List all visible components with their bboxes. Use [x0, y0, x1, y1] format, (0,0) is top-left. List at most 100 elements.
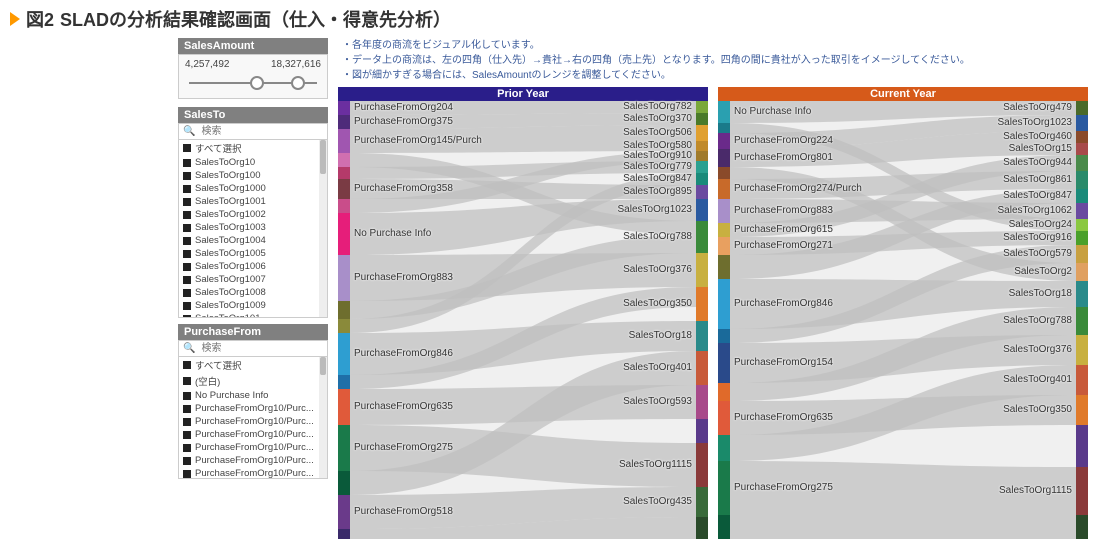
list-item[interactable]: SalesToOrg1008 — [179, 286, 327, 299]
checkbox-icon[interactable] — [183, 315, 191, 319]
sankey-node[interactable] — [1076, 365, 1088, 395]
slider-track[interactable] — [185, 76, 321, 90]
sankey-node[interactable] — [696, 199, 708, 221]
list-item[interactable]: SalesToOrg1002 — [179, 208, 327, 221]
checkbox-icon[interactable] — [183, 250, 191, 258]
sankey-node[interactable] — [718, 133, 730, 149]
sankey-node[interactable] — [1076, 395, 1088, 425]
sankey-node[interactable] — [1076, 155, 1088, 171]
sankey-node[interactable] — [696, 321, 708, 351]
sankey-node[interactable] — [1076, 335, 1088, 365]
list-item[interactable]: PurchaseFromOrg10/Purc... — [179, 467, 327, 479]
sankey-node[interactable] — [1076, 425, 1088, 467]
checkbox-icon[interactable] — [183, 431, 191, 439]
sankey-node[interactable] — [338, 129, 350, 153]
checkbox-icon[interactable] — [183, 470, 191, 478]
sankey-node[interactable] — [718, 461, 730, 515]
checkbox-icon[interactable] — [183, 444, 191, 452]
sankey-node[interactable] — [718, 199, 730, 223]
sankey-node[interactable] — [696, 221, 708, 253]
sankey-node[interactable] — [696, 113, 708, 125]
sankey-node[interactable] — [718, 237, 730, 255]
sankey-node[interactable] — [338, 101, 350, 115]
purchase-from-search[interactable]: 🔍 — [178, 340, 328, 357]
sales-to-search-input[interactable] — [199, 125, 323, 138]
sankey-node[interactable] — [338, 255, 350, 301]
sankey-node[interactable] — [338, 167, 350, 179]
sankey-node[interactable] — [718, 401, 730, 435]
sankey-node[interactable] — [1076, 115, 1088, 131]
sankey-node[interactable] — [718, 435, 730, 461]
sankey-node[interactable] — [696, 185, 708, 199]
sankey-node[interactable] — [718, 149, 730, 167]
checkbox-icon[interactable] — [183, 172, 191, 180]
sankey-node[interactable] — [1076, 189, 1088, 203]
sankey-node[interactable] — [338, 425, 350, 471]
sankey-node[interactable] — [696, 419, 708, 443]
purchase-from-search-input[interactable] — [199, 342, 323, 355]
sankey-node[interactable] — [338, 153, 350, 167]
sankey-node[interactable] — [718, 343, 730, 383]
list-item[interactable]: PurchaseFromOrg10/Purc... — [179, 428, 327, 441]
sankey-node[interactable] — [696, 487, 708, 517]
sankey-node[interactable] — [1076, 219, 1088, 231]
list-item[interactable]: SalesToOrg1005 — [179, 247, 327, 260]
checkbox-icon[interactable] — [183, 237, 191, 245]
sankey-node[interactable] — [1076, 263, 1088, 281]
sankey-node[interactable] — [1076, 467, 1088, 515]
list-item[interactable]: PurchaseFromOrg10/Purc... — [179, 454, 327, 467]
checkbox-icon[interactable] — [183, 418, 191, 426]
sankey-node[interactable] — [338, 199, 350, 213]
sankey-node[interactable] — [696, 173, 708, 185]
sankey-node[interactable] — [338, 471, 350, 495]
sankey-node[interactable] — [1076, 171, 1088, 189]
sankey-node[interactable] — [696, 351, 708, 385]
sankey-node[interactable] — [696, 125, 708, 141]
sankey-node[interactable] — [696, 141, 708, 151]
checkbox-icon[interactable] — [183, 276, 191, 284]
sankey-node[interactable] — [338, 529, 350, 539]
sankey-node[interactable] — [696, 517, 708, 539]
sankey-node[interactable] — [338, 375, 350, 389]
sankey-node[interactable] — [696, 101, 708, 113]
checkbox-icon[interactable] — [183, 198, 191, 206]
checkbox-icon[interactable] — [183, 302, 191, 310]
sankey-node[interactable] — [338, 213, 350, 255]
list-item[interactable]: PurchaseFromOrg10/Purc... — [179, 402, 327, 415]
sankey-node[interactable] — [1076, 307, 1088, 335]
sankey-node[interactable] — [338, 333, 350, 375]
list-item[interactable]: SalesToOrg10 — [179, 156, 327, 169]
checkbox-icon[interactable] — [183, 144, 191, 152]
checkbox-icon[interactable] — [183, 405, 191, 413]
sankey-node[interactable] — [1076, 131, 1088, 143]
checkbox-icon[interactable] — [183, 263, 191, 271]
slider-knob-lo[interactable] — [250, 76, 264, 90]
sankey-node[interactable] — [338, 319, 350, 333]
sankey-node[interactable] — [1076, 101, 1088, 115]
purchase-from-list[interactable]: すべて選択(空白)No Purchase InfoPurchaseFromOrg… — [178, 357, 328, 479]
list-item[interactable]: SalesToOrg1000 — [179, 182, 327, 195]
sankey-node[interactable] — [718, 329, 730, 343]
scrollbar[interactable] — [319, 140, 327, 317]
list-item[interactable]: SalesToOrg100 — [179, 169, 327, 182]
sankey-node[interactable] — [338, 115, 350, 129]
sankey-node[interactable] — [718, 383, 730, 401]
list-item[interactable]: SalesToOrg1006 — [179, 260, 327, 273]
checkbox-icon[interactable] — [183, 457, 191, 465]
sankey-node[interactable] — [338, 389, 350, 425]
sankey-node[interactable] — [718, 255, 730, 279]
sankey-node[interactable] — [1076, 143, 1088, 155]
sankey-node[interactable] — [1076, 203, 1088, 219]
sankey-node[interactable] — [696, 443, 708, 487]
sankey-node[interactable] — [718, 167, 730, 179]
checkbox-icon[interactable] — [183, 289, 191, 297]
sankey-node[interactable] — [718, 223, 730, 237]
checkbox-icon[interactable] — [183, 361, 191, 369]
sankey-node[interactable] — [338, 179, 350, 199]
sales-to-search[interactable]: 🔍 — [178, 123, 328, 140]
sankey-node[interactable] — [338, 301, 350, 319]
sankey-node[interactable] — [696, 385, 708, 419]
sankey-node[interactable] — [718, 179, 730, 199]
sales-amount-slider[interactable]: 4,257,492 18,327,616 — [178, 54, 328, 99]
sankey-node[interactable] — [718, 279, 730, 329]
